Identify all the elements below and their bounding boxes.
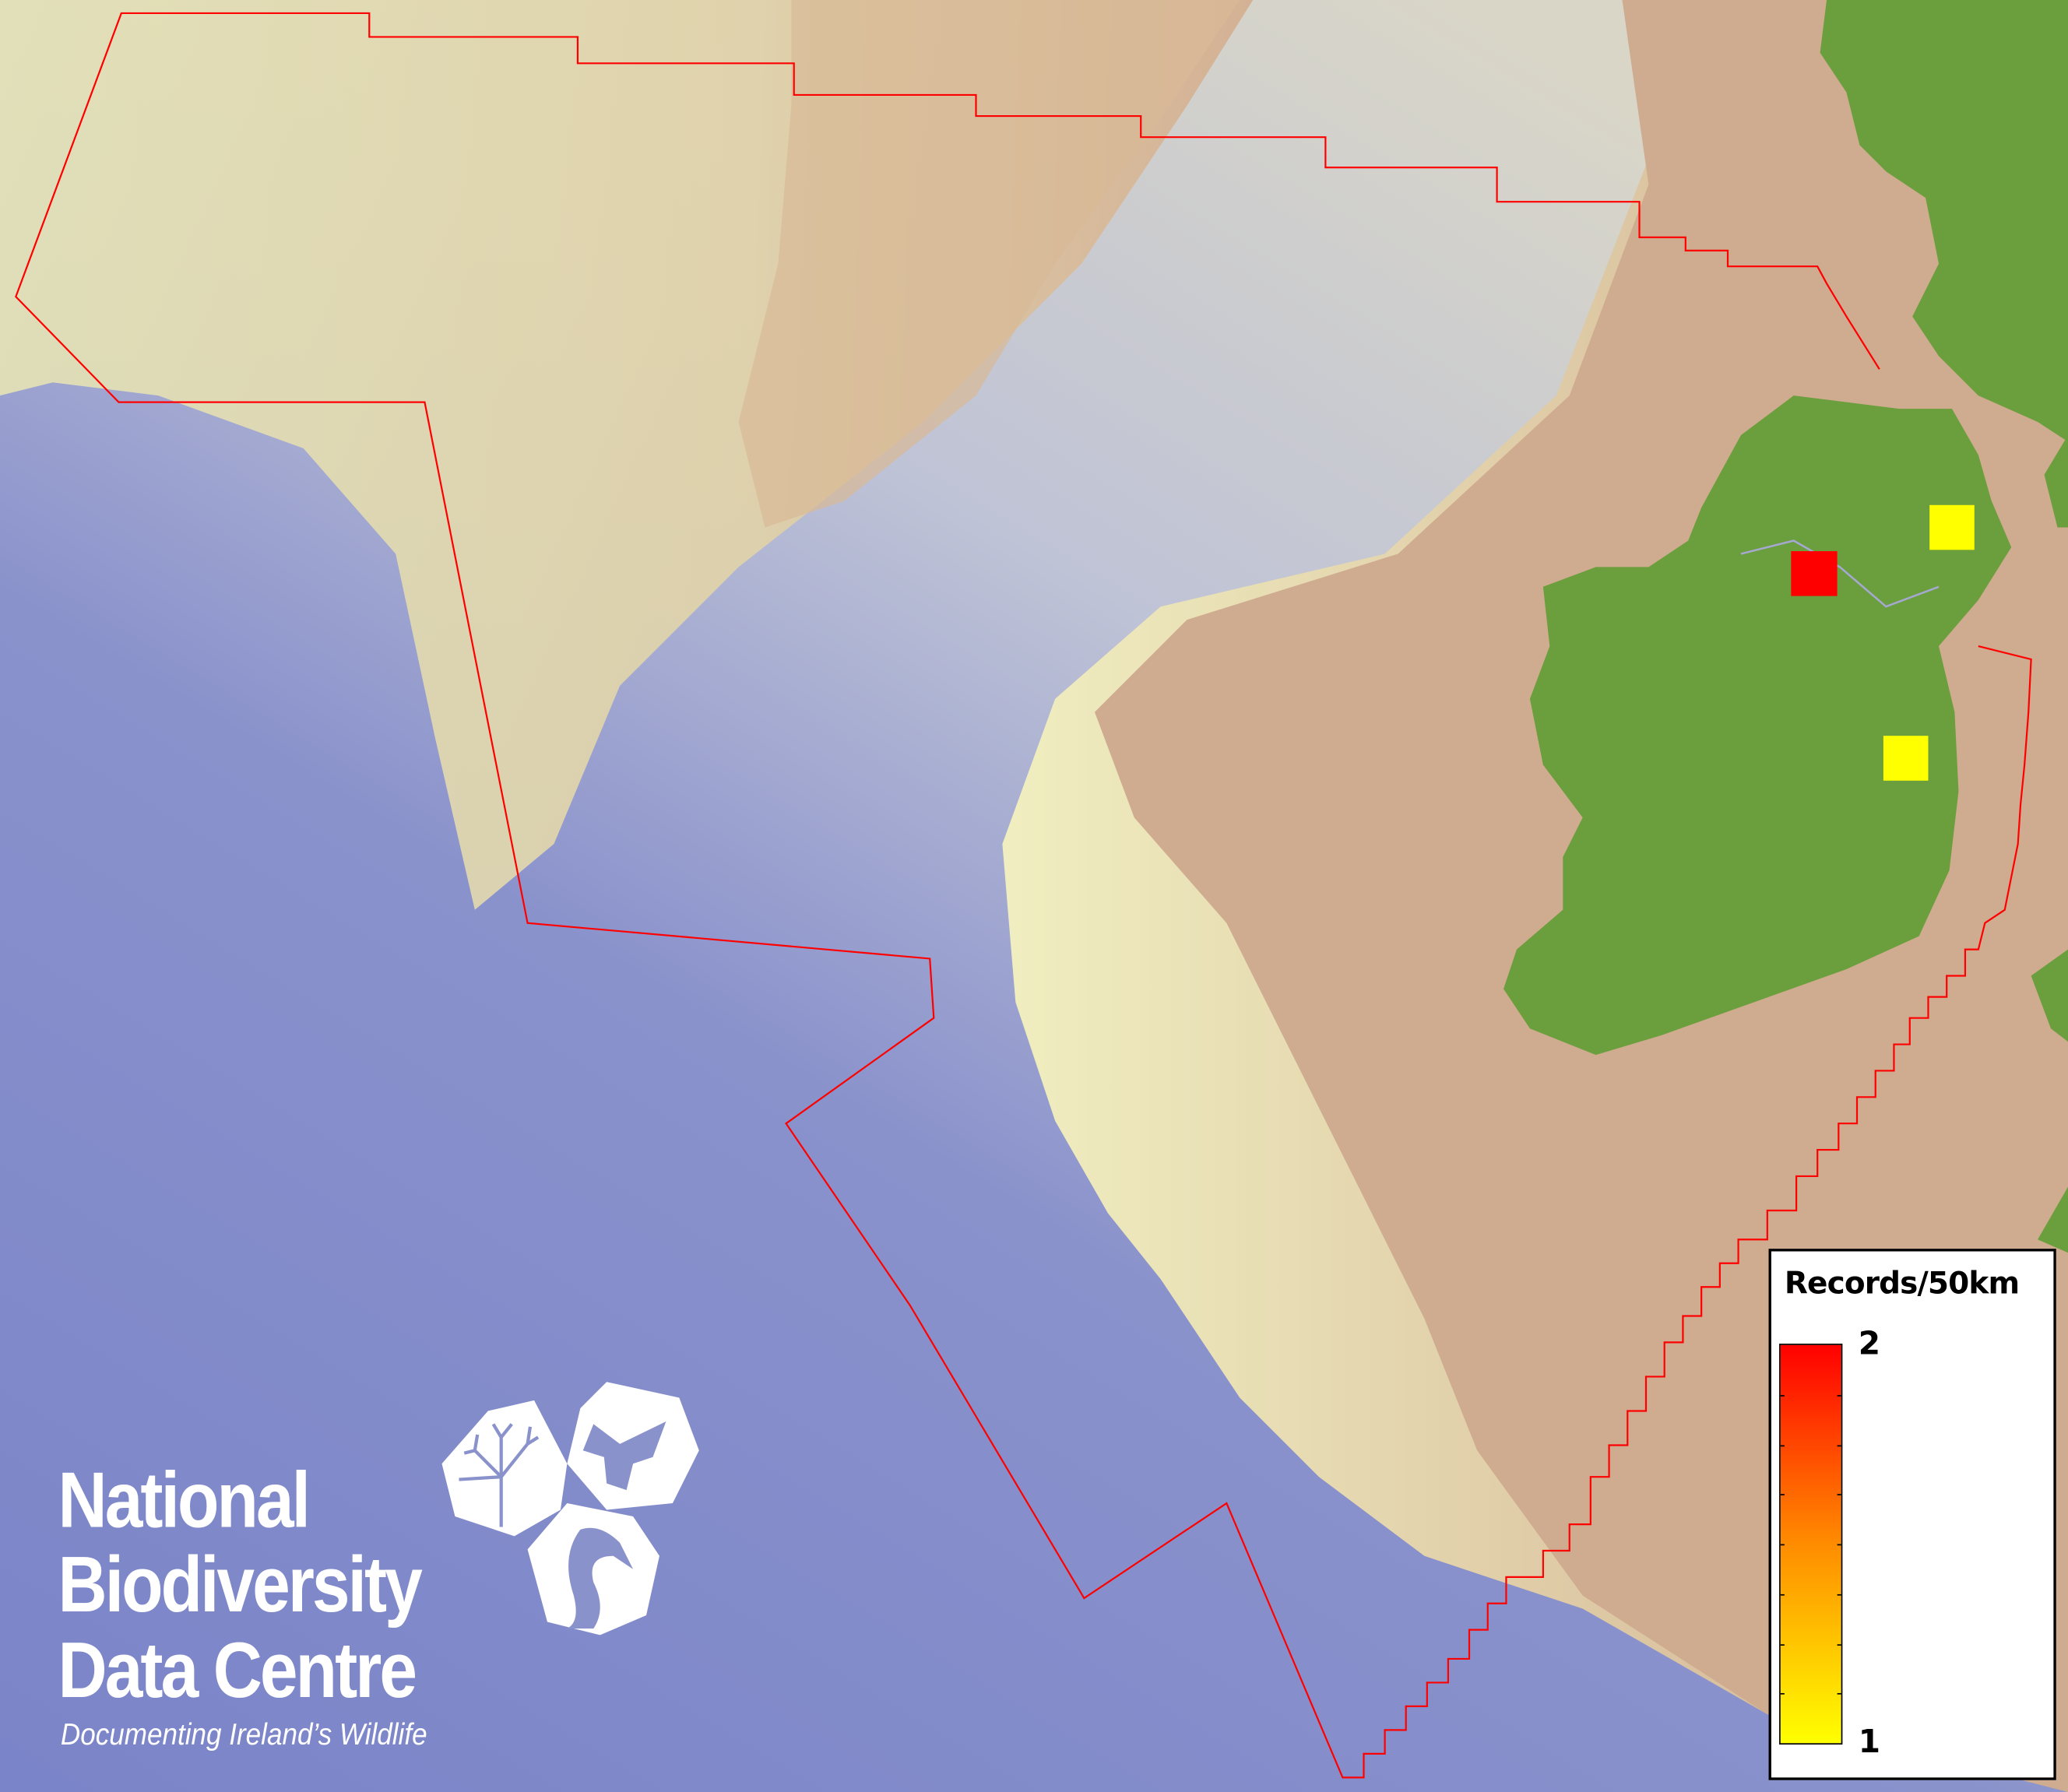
bank-shallows xyxy=(738,0,1240,528)
record-square-yellow-east[interactable] xyxy=(1883,736,1929,781)
legend-min-label: 1 xyxy=(1858,1723,1880,1761)
boundary-line xyxy=(15,12,2032,1779)
record-square-red[interactable] xyxy=(1791,551,1838,596)
record-square-yellow-north[interactable] xyxy=(1929,504,1975,550)
scotland-landmass xyxy=(1820,0,2068,442)
legend-max-label: 2 xyxy=(1858,1325,1880,1362)
legend-color-bar xyxy=(1779,1344,1843,1745)
ireland-landmass xyxy=(1504,395,2012,1056)
border-line xyxy=(1740,539,1940,608)
legend-title: Records/50km xyxy=(1784,1267,2020,1302)
britain-edge xyxy=(2031,435,2068,1253)
legend: Records/50km 2 1 xyxy=(1768,1249,2056,1780)
